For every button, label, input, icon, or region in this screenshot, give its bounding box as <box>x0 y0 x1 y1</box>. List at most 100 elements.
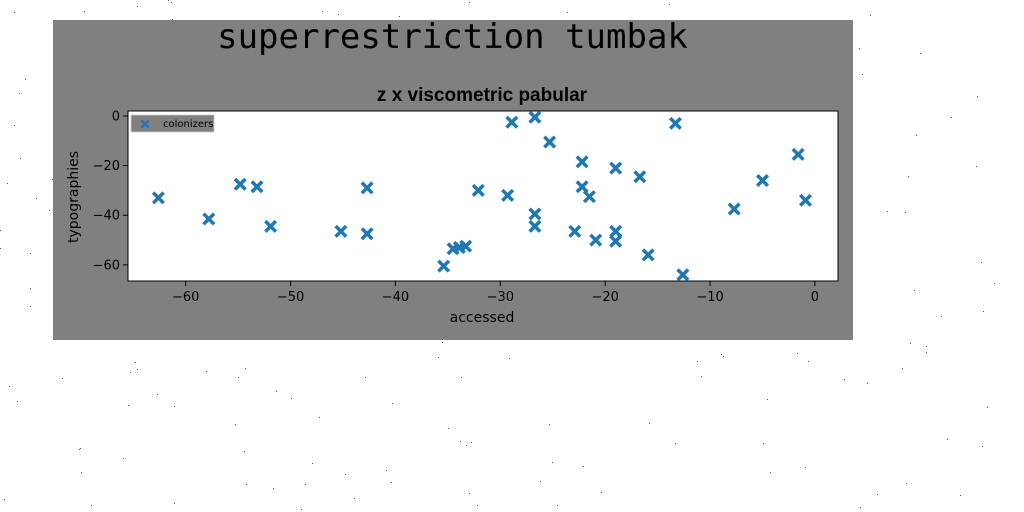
noise-dot <box>365 377 366 378</box>
noise-dot <box>157 394 158 395</box>
noise-dot <box>601 492 602 493</box>
noise-dot <box>981 262 982 263</box>
noise-dot <box>701 376 702 377</box>
noise-dot <box>994 283 995 284</box>
noise-dot <box>235 424 236 425</box>
noise-dot <box>9 386 10 387</box>
noise-dot <box>52 179 53 180</box>
y-tick-label: −40 <box>93 209 120 224</box>
noise-dot <box>386 470 387 471</box>
noise-dot <box>721 354 722 355</box>
data-point <box>250 180 264 194</box>
noise-dot <box>983 311 984 312</box>
noise-dot <box>128 405 129 406</box>
noise-dot <box>902 368 903 369</box>
noise-dot <box>920 53 921 54</box>
data-point <box>589 233 603 247</box>
noise-dot <box>174 503 175 504</box>
noise-dot <box>926 352 927 353</box>
noise-dot <box>461 377 462 378</box>
noise-dot <box>206 371 207 372</box>
noise-dot <box>7 183 8 184</box>
data-point <box>609 161 623 175</box>
noise-dot <box>4 499 5 500</box>
noise-dot <box>552 462 553 463</box>
noise-dot <box>887 211 888 212</box>
noise-dot <box>926 346 927 347</box>
noise-dot <box>763 443 764 444</box>
data-point <box>233 177 247 191</box>
noise-dot <box>30 253 31 254</box>
noise-dot <box>245 368 246 369</box>
data-point <box>501 188 515 202</box>
noise-dot <box>466 445 467 446</box>
noise-dot <box>291 398 292 399</box>
y-axis: 0 −20 −40 −60 <box>93 109 128 273</box>
noise-dot <box>137 6 138 7</box>
noise-dot <box>123 458 124 459</box>
noise-dot <box>867 383 868 384</box>
noise-dot <box>345 474 346 475</box>
x-tick-label: −10 <box>696 290 723 305</box>
figure-suptitle: superrestriction tumbak <box>217 17 688 57</box>
noise-dot <box>905 212 906 213</box>
noise-dot <box>19 93 20 94</box>
series-markers <box>151 110 812 282</box>
noise-dot <box>808 361 809 362</box>
noise-dot <box>862 74 863 75</box>
noise-dot <box>273 488 274 489</box>
noise-dot <box>238 377 239 378</box>
noise-dot <box>567 12 568 13</box>
noise-dot <box>168 0 169 1</box>
data-point <box>641 248 655 262</box>
y-tick-label: 0 <box>112 109 120 124</box>
x-tick-label: 0 <box>811 290 819 305</box>
noise-dot <box>448 428 449 429</box>
noise-dot <box>391 482 392 483</box>
noise-dot <box>172 19 173 20</box>
noise-dot <box>442 342 443 343</box>
noise-dot <box>805 467 806 468</box>
noise-dot <box>767 399 768 400</box>
x-tick-label: −40 <box>382 290 409 305</box>
noise-dot <box>549 424 550 425</box>
legend-marker <box>140 119 150 129</box>
noise-dot <box>338 14 339 15</box>
data-point <box>151 191 165 205</box>
noise-dot <box>877 494 878 495</box>
data-point <box>668 116 682 130</box>
y-tick-label: −20 <box>93 159 120 174</box>
noise-dot <box>244 451 245 452</box>
noise-dot <box>0 248 1 249</box>
noise-dot <box>322 11 323 12</box>
noise-dot <box>987 407 988 408</box>
data-point <box>799 193 812 207</box>
data-point <box>633 170 647 184</box>
noise-dot <box>583 466 584 467</box>
noise-dot <box>80 448 81 449</box>
noise-dot <box>914 290 915 291</box>
noise-dot <box>81 472 82 473</box>
data-point <box>471 183 485 197</box>
noise-dot <box>723 356 724 357</box>
noise-dot <box>14 125 15 126</box>
data-point <box>528 219 542 233</box>
noise-dot <box>460 441 461 442</box>
x-tick-label: −20 <box>591 290 618 305</box>
data-point <box>575 155 589 169</box>
noise-dot <box>509 358 510 359</box>
data-point <box>334 224 348 238</box>
noise-dot <box>130 372 131 373</box>
x-tick-label: −50 <box>277 290 304 305</box>
data-point <box>609 224 623 238</box>
noise-dot <box>976 166 977 167</box>
x-axis: −60 −50 −40 −30 −20 −10 0 <box>172 281 819 305</box>
noise-dot <box>301 509 302 510</box>
noise-dot <box>438 357 439 358</box>
data-point <box>609 234 623 248</box>
legend-label: colonizers <box>163 119 213 130</box>
noise-dot <box>469 2 470 3</box>
noise-dot <box>17 401 18 402</box>
noise-dot <box>305 484 306 485</box>
